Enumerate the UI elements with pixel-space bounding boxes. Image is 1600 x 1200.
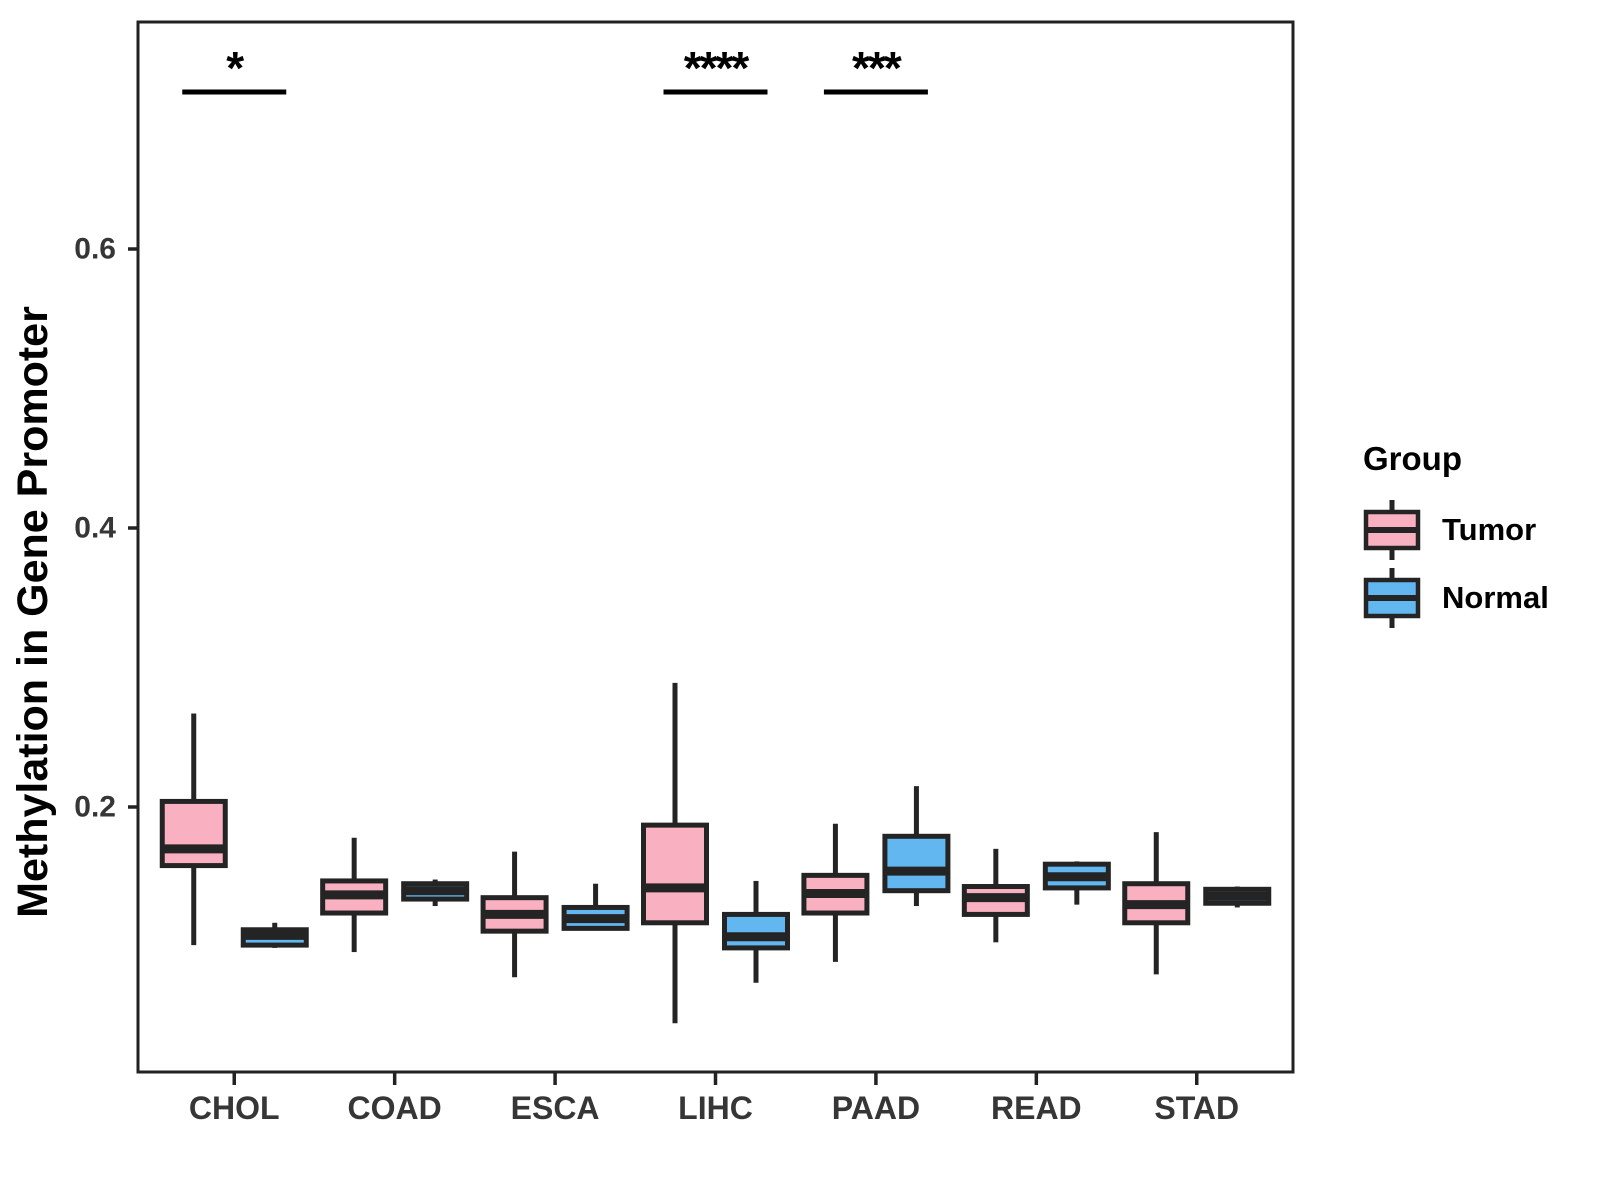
y-tick-label: 0.6 [74,233,116,266]
legend-label-normal: Normal [1442,580,1549,615]
x-tick-label-chol: CHOL [189,1090,280,1126]
y-tick-label: 0.4 [74,512,116,545]
x-tick-label-paad: PAAD [832,1090,920,1126]
x-tick-label-lihc: LIHC [678,1090,753,1126]
normal-legend-key-icon [1363,568,1421,628]
significance-stars-paad: *** [852,42,902,94]
box-lihc-normal [722,911,790,951]
panel-border [136,20,1295,1074]
box-chol-tumor [159,798,228,869]
legend-item-normal: Normal [1340,564,1590,632]
x-tick-label-coad: COAD [348,1090,442,1126]
significance-stars-lihc: **** [684,42,750,94]
x-tick-label-stad: STAD [1154,1090,1239,1126]
x-tick-label-esca: ESCA [511,1090,600,1126]
significance-stars-chol: * [226,42,244,94]
legend-label-tumor: Tumor [1442,512,1537,547]
legend-title: Group [1363,440,1462,477]
tumor-legend-key-icon [1363,500,1421,560]
y-axis-title: Methylation in Gene Promoter [9,306,57,918]
legend-item-tumor: Tumor [1340,496,1590,564]
legend: Group Tumor Normal [1340,440,1590,632]
x-tick-label-read: READ [991,1090,1082,1126]
box-lihc-tumor [641,822,709,926]
y-tick-label: 0.2 [74,791,116,824]
box-paad-normal [882,833,951,894]
